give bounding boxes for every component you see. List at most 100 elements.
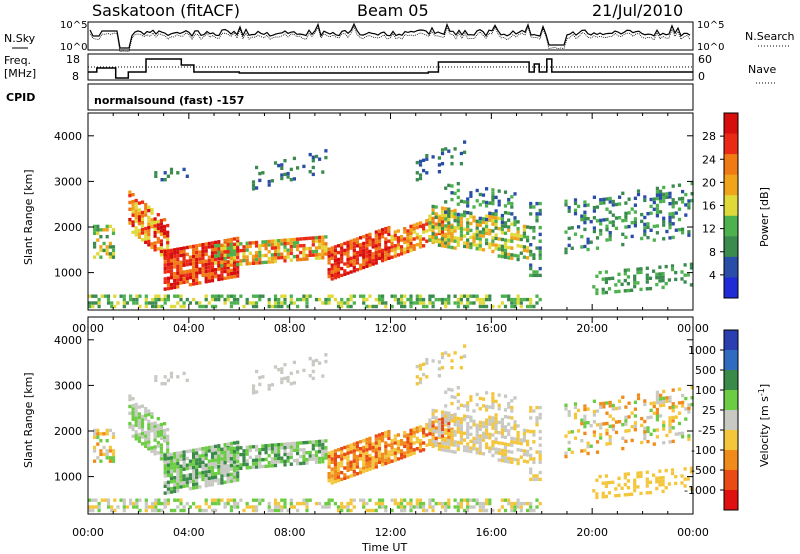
power-echo-cell — [229, 268, 233, 272]
velocity-echo-cell — [453, 505, 457, 509]
power-echo-cell — [633, 217, 637, 221]
velocity-echo-cell — [459, 427, 463, 431]
power-echo-cell — [667, 278, 671, 282]
power-echo-cell — [108, 224, 112, 229]
power-echo-cell — [475, 297, 479, 302]
velocity-echo-cell — [198, 485, 202, 489]
velocity-echo-cell — [355, 444, 359, 449]
power-echo-cell — [633, 210, 637, 214]
velocity-echo-cell — [352, 473, 356, 477]
velocity-echo-cell — [267, 443, 271, 448]
power-echo-cell — [466, 241, 470, 246]
power-echo-cell — [599, 218, 603, 223]
velocity-echo-cell — [519, 455, 523, 459]
velocity-echo-cell — [491, 402, 495, 406]
power-echo-cell — [220, 266, 224, 271]
power-echo-cell — [311, 172, 315, 177]
power-echo-cell — [217, 250, 221, 255]
velocity-echo-cell — [459, 505, 463, 509]
power-echo-cell — [503, 211, 508, 215]
velocity-echo-cell — [488, 449, 492, 454]
power-echo-cell — [324, 301, 328, 305]
velocity-echo-cell — [459, 420, 463, 425]
power-echo-cell — [529, 273, 533, 278]
velocity-echo-cell — [192, 486, 196, 490]
velocity-echo-cell — [176, 454, 180, 459]
power-echo-cell — [261, 240, 265, 244]
power-echo-cell — [412, 244, 416, 248]
power-echo-cell — [280, 166, 284, 170]
velocity-echo-cell — [106, 505, 111, 509]
velocity-echo-cell — [125, 505, 129, 509]
power-echo-cell — [336, 304, 341, 309]
velocity-echo-cell — [459, 403, 463, 407]
velocity-echo-cell — [607, 491, 612, 495]
velocity-echo-cell — [340, 477, 344, 482]
velocity-echo-cell — [422, 362, 426, 366]
velocity-echo-cell — [277, 460, 281, 464]
power-echo-cell — [497, 199, 501, 203]
power-echo-cell — [144, 206, 148, 210]
velocity-echo-cell — [494, 430, 498, 434]
velocity-echo-cell — [220, 464, 224, 469]
velocity-echo-cell — [270, 450, 274, 454]
velocity-echo-cell — [453, 429, 457, 434]
velocity-echo-cell — [210, 479, 215, 483]
velocity-echo-cell — [608, 438, 612, 442]
velocity-echo-cell — [220, 447, 224, 451]
velocity-echo-cell — [169, 473, 174, 477]
power-echo-cell — [163, 294, 167, 298]
power-echo-cell — [538, 225, 542, 230]
velocity-echo-cell — [425, 426, 429, 430]
power-echo-cell — [251, 261, 256, 265]
power-echo-cell — [185, 273, 189, 277]
velocity-echo-cell — [258, 501, 262, 506]
power-echo-cell — [627, 211, 631, 215]
velocity-echo-cell — [655, 397, 659, 401]
velocity-echo-cell — [236, 471, 240, 475]
velocity-echo-cell — [444, 404, 448, 408]
velocity-echo-cell — [330, 460, 334, 464]
power-echo-cell — [659, 210, 663, 214]
velocity-echo-cell — [169, 466, 174, 470]
nsky-label: N.Sky — [4, 32, 36, 45]
velocity-echo-cell — [343, 452, 347, 457]
velocity-echo-cell — [431, 436, 435, 440]
power-echo-cell — [668, 191, 672, 196]
velocity-echo-cell — [305, 508, 309, 513]
power-echo-cell — [195, 278, 199, 282]
power-echo-cell — [308, 246, 312, 251]
velocity-echo-cell — [440, 355, 445, 360]
velocity-echo-cell — [340, 501, 344, 506]
power-echo-cell — [659, 199, 663, 204]
velocity-echo-cell — [204, 453, 208, 457]
power-echo-cell — [204, 276, 208, 280]
velocity-echo-cell — [280, 442, 284, 447]
velocity-echo-cell — [365, 437, 369, 442]
power-echo-cell — [444, 234, 448, 238]
colorbar-swatch — [724, 236, 738, 258]
power-echo-cell — [689, 262, 693, 266]
velocity-echo-cell — [185, 378, 189, 382]
velocity-echo-cell — [485, 445, 489, 450]
power-echo-cell — [390, 241, 394, 246]
power-echo-cell — [365, 264, 369, 268]
y-tick-label: 3000 — [54, 379, 82, 392]
power-echo-cell — [377, 229, 382, 233]
velocity-echo-cell — [689, 466, 693, 470]
velocity-echo-cell — [280, 456, 284, 460]
velocity-echo-cell — [176, 489, 180, 493]
power-echo-cell — [346, 257, 350, 262]
power-echo-cell — [248, 241, 252, 245]
velocity-echo-cell — [340, 508, 344, 513]
velocity-echo-cell — [229, 508, 233, 513]
power-echo-cell — [535, 270, 539, 274]
velocity-echo-cell — [655, 407, 659, 412]
velocity-echo-cell — [437, 367, 441, 371]
velocity-echo-cell — [201, 460, 205, 464]
velocity-echo-cell — [595, 440, 600, 444]
power-echo-cell — [538, 239, 542, 243]
power-echo-cell — [447, 211, 451, 215]
velocity-echo-cell — [645, 470, 649, 474]
power-echo-cell — [614, 226, 619, 231]
